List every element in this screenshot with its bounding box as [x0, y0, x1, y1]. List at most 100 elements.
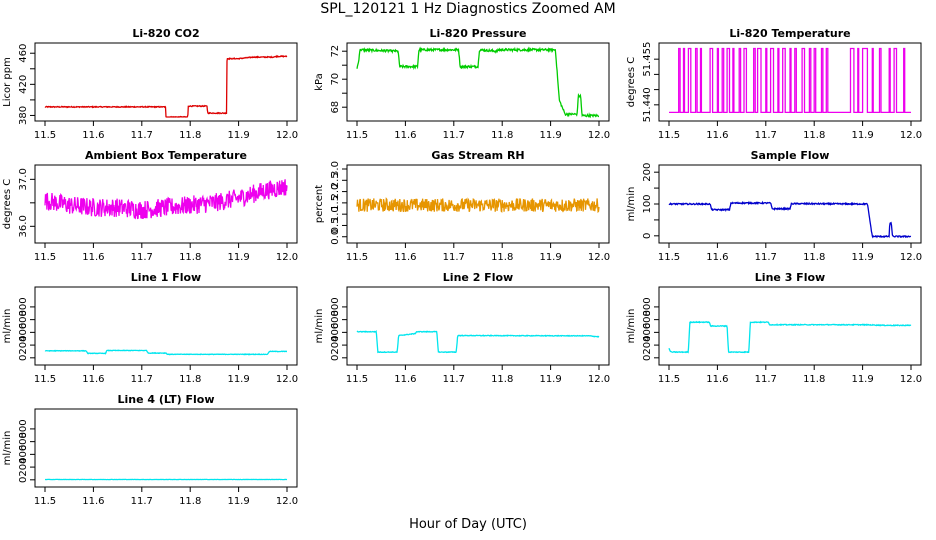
- x-tick-label: 11.7: [443, 374, 465, 385]
- x-tick-label: 11.5: [658, 252, 680, 263]
- y-tick-label: 68: [330, 101, 341, 114]
- y-axis-label: degrees C: [626, 57, 637, 107]
- y-tick-label: 0: [642, 233, 653, 239]
- x-tick-label: 11.8: [491, 130, 513, 141]
- y-tick-label: 460: [18, 44, 29, 63]
- data-series-line: [44, 54, 288, 118]
- x-tick-label: 12.0: [900, 374, 922, 385]
- x-tick-label: 12.0: [588, 252, 610, 263]
- x-tick-label: 11.7: [755, 374, 777, 385]
- x-tick-label: 11.8: [803, 252, 825, 263]
- x-tick-label: 11.8: [803, 374, 825, 385]
- y-axis-label: ml/min: [314, 309, 325, 344]
- y-tick-label: 400: [330, 323, 341, 342]
- x-tick-label: 11.7: [755, 252, 777, 263]
- x-tick-label: 11.9: [539, 252, 561, 263]
- x-tick-label: 11.7: [131, 252, 153, 263]
- panel-5: Gas Stream RH percent 11.5 11.6 11.7 11.8 11.9…: [314, 149, 610, 263]
- plot-frame: [346, 42, 610, 122]
- x-tick-label: 12.0: [276, 252, 298, 263]
- y-tick-label: 51.455: [642, 42, 653, 77]
- panel-title: Li-820 Temperature: [729, 27, 850, 40]
- x-tick-label: 11.8: [179, 130, 201, 141]
- x-tick-label: 11.5: [346, 130, 368, 141]
- x-tick-label: 11.8: [491, 252, 513, 263]
- y-tick-label: 800: [18, 419, 29, 438]
- x-tick-label: 11.5: [346, 374, 368, 385]
- x-tick-label: 12.0: [900, 130, 922, 141]
- y-axis-label: ml/min: [2, 431, 13, 466]
- x-tick-label: 11.6: [394, 252, 416, 263]
- y-tick-label: 200: [330, 336, 341, 355]
- x-tick-label: 11.9: [227, 130, 249, 141]
- panel-title: Li-820 CO2: [132, 27, 199, 40]
- panel-4: Ambient Box Temperature degrees C 11.5 11.6…: [2, 149, 298, 263]
- panel-7: Line 1 Flow ml/min 11.5 11.6 11.7 11.8 11.9 12.…: [2, 271, 298, 385]
- x-tick-label: 11.9: [227, 374, 249, 385]
- data-series-line: [356, 46, 599, 119]
- y-tick-label: 2.0: [330, 184, 341, 200]
- y-tick-label: 70: [330, 73, 341, 86]
- x-tick-label: 11.9: [851, 130, 873, 141]
- panel-10: Line 4 (LT) Flow ml/min 11.5 11.6 11.7 11.8 11…: [2, 393, 298, 507]
- plot-frame: [34, 164, 298, 244]
- x-tick-label: 11.5: [658, 130, 680, 141]
- x-tick-label: 12.0: [276, 374, 298, 385]
- plot-frame: [346, 164, 610, 244]
- x-tick-label: 12.0: [588, 130, 610, 141]
- y-axis-label: ml/min: [626, 309, 637, 344]
- panel-2: Li-820 Pressure kPa 11.5 11.6 11.7 11.8 11.9 12…: [314, 27, 610, 141]
- x-tick-label: 11.6: [706, 130, 728, 141]
- x-tick-label: 11.6: [706, 252, 728, 263]
- x-tick-label: 11.7: [131, 374, 153, 385]
- x-tick-label: 11.9: [539, 130, 561, 141]
- y-tick-label: 600: [18, 310, 29, 329]
- x-tick-label: 12.0: [276, 496, 298, 507]
- y-tick-label: 800: [642, 297, 653, 316]
- x-tick-label: 11.5: [658, 374, 680, 385]
- data-series-line: [356, 329, 600, 354]
- data-series-line: [44, 349, 287, 356]
- y-tick-label: 800: [18, 297, 29, 316]
- y-tick-label: 0.5: [330, 217, 341, 233]
- panel-title: Li-820 Pressure: [430, 27, 527, 40]
- x-tick-label: 11.6: [706, 374, 728, 385]
- y-tick-label: 600: [642, 310, 653, 329]
- x-tick-label: 11.6: [394, 374, 416, 385]
- panel-9: Line 3 Flow ml/min 11.5 11.6 11.7 11.8 11.9 12.…: [626, 271, 922, 385]
- y-tick-label: 1.0: [330, 206, 341, 222]
- y-tick-label: 36.0: [18, 215, 29, 237]
- x-tick-label: 11.5: [34, 252, 56, 263]
- y-tick-label: 3.0: [330, 161, 341, 177]
- plot-frame: [658, 42, 922, 122]
- x-tick-label: 11.9: [227, 496, 249, 507]
- panel-title: Line 1 Flow: [131, 271, 201, 284]
- panel-6: Sample Flow ml/min 11.5 11.6 11.7 11.8 11.9 12.…: [626, 149, 922, 263]
- x-tick-label: 11.9: [227, 252, 249, 263]
- x-tick-label: 11.7: [443, 130, 465, 141]
- x-tick-label: 11.6: [394, 130, 416, 141]
- panel-title: Line 4 (LT) Flow: [118, 393, 215, 406]
- y-tick-label: 0.0: [330, 229, 341, 245]
- plot-frame: [34, 42, 298, 122]
- y-tick-label: 0: [18, 355, 29, 361]
- y-tick-label: 1.5: [330, 195, 341, 211]
- data-series-line: [669, 47, 911, 114]
- x-tick-label: 11.6: [82, 374, 104, 385]
- x-tick-label: 11.8: [491, 374, 513, 385]
- y-tick-label: 37.0: [18, 168, 29, 190]
- x-axis-label: Hour of Day (UTC): [409, 517, 527, 532]
- x-tick-label: 11.5: [34, 130, 56, 141]
- panel-3: Li-820 Temperature degrees C 11.5 11.6 11.7 1…: [626, 27, 922, 141]
- plot-frame: [346, 286, 610, 366]
- y-axis-label: ml/min: [2, 309, 13, 344]
- panel-title: Ambient Box Temperature: [85, 149, 247, 162]
- x-tick-label: 11.7: [131, 496, 153, 507]
- y-tick-label: 72: [330, 45, 341, 58]
- panel-title: Line 2 Flow: [443, 271, 513, 284]
- x-tick-label: 11.6: [82, 130, 104, 141]
- y-tick-label: 400: [642, 323, 653, 342]
- data-series-line: [44, 179, 288, 220]
